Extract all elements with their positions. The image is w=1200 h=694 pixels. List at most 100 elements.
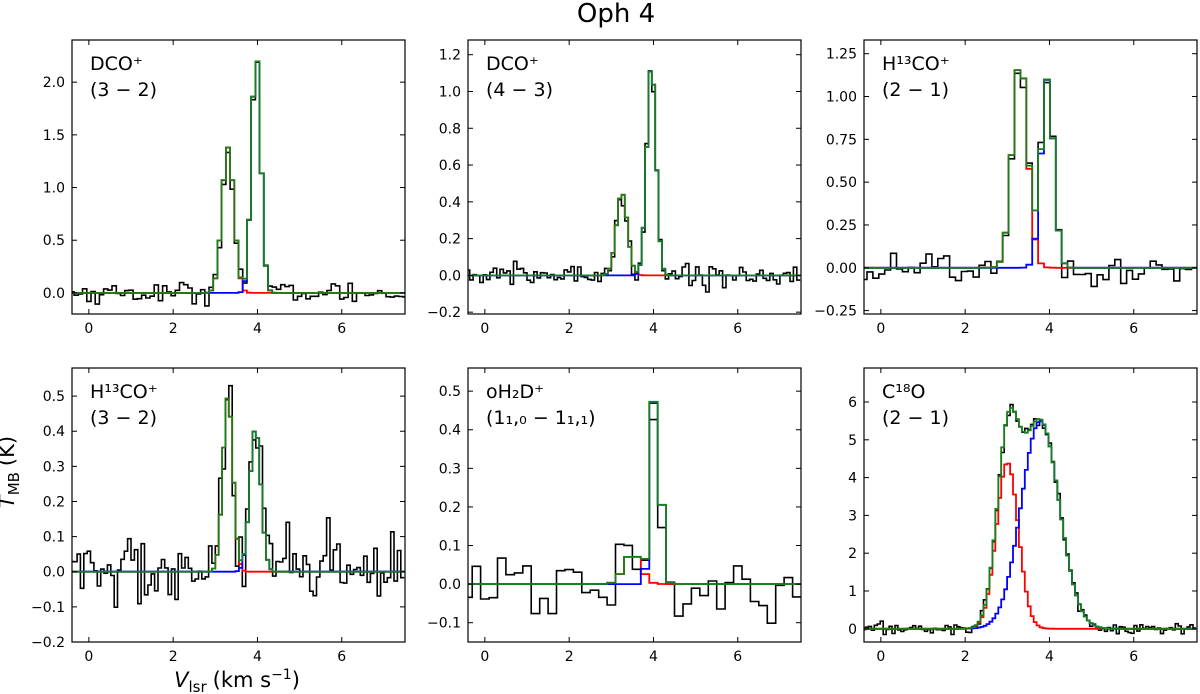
y-tick-label: 1.0 — [439, 84, 461, 100]
x-axis-title-main: V — [174, 668, 190, 692]
y-tick-label: 0.4 — [439, 195, 461, 211]
plot-area — [468, 400, 801, 624]
species-label: DCO⁺ — [486, 53, 539, 75]
transition-label: (3 − 2) — [90, 407, 157, 429]
y-tick-label: −0.1 — [427, 616, 461, 632]
y-tick-label: 1.00 — [826, 90, 857, 106]
species-label: DCO⁺ — [90, 53, 143, 75]
x-tick-label: 2 — [961, 649, 970, 665]
y-tick-label: 0.6 — [439, 158, 461, 174]
panel-dco-32: 0 2 4 6 0.0 0.5 1.0 1.5 2.0 DCO⁺ (3 − 2) — [43, 39, 406, 337]
x-tick-label: 2 — [961, 321, 970, 337]
x-tick-label: 2 — [565, 649, 574, 665]
y-tick-label: 5 — [848, 433, 857, 449]
y-tick-label: 2 — [848, 546, 857, 562]
y-tick-label: 0.0 — [43, 565, 65, 581]
observed-spectrum-line — [72, 384, 405, 608]
y-tick-label: 3 — [848, 508, 857, 524]
x-tick-label: 0 — [480, 321, 489, 337]
x-tick-label: 2 — [169, 321, 178, 337]
panel-frame — [467, 367, 802, 643]
total-fit-line — [864, 69, 1197, 269]
panel-frame — [71, 39, 406, 315]
plot-area — [864, 69, 1197, 288]
x-tick-label: 2 — [169, 649, 178, 665]
plot-area — [864, 403, 1196, 636]
total-fit-line — [72, 60, 405, 294]
x-axis-title-sub: lsr — [188, 678, 207, 694]
x-tick-label: 4 — [253, 649, 262, 665]
y-axis-title-main: T — [0, 493, 19, 508]
y-tick-label: 0.2 — [43, 494, 65, 510]
x-tick-label: 4 — [1045, 321, 1054, 337]
y-tick-label: −0.2 — [427, 305, 461, 321]
plot-area — [72, 60, 405, 307]
y-tick-label: 0.8 — [439, 121, 461, 137]
y-tick-label: 0.50 — [826, 175, 857, 191]
y-tick-label: 1 — [848, 584, 857, 600]
y-tick-label: 0.0 — [43, 286, 65, 302]
component-blue-line — [72, 430, 405, 573]
x-tick-label: 6 — [1129, 649, 1138, 665]
y-tick-label: 0.2 — [439, 500, 461, 516]
panel-oh2d-110: 0 2 4 6 −0.1 0.0 0.1 0.2 0.3 0.4 0.5 oH₂D⁺ (1₁,₀ − 1… — [427, 367, 802, 665]
y-tick-label: 0.1 — [43, 530, 65, 546]
transition-label: (4 − 3) — [486, 79, 553, 101]
y-tick-label: 0 — [848, 622, 857, 638]
x-tick-label: 6 — [337, 649, 346, 665]
y-tick-label: 1.0 — [43, 181, 65, 197]
observed-spectrum-line — [864, 403, 1196, 636]
x-axis-title-exponent: −1 — [271, 667, 292, 683]
x-axis-title-unit: (km s — [213, 668, 271, 692]
y-tick-label: 0.4 — [43, 424, 65, 440]
panel-frame — [467, 39, 802, 315]
y-tick-label: 1.25 — [826, 47, 857, 63]
panel-frame — [863, 39, 1198, 315]
total-fit-line — [864, 407, 1196, 630]
x-tick-label: 4 — [649, 321, 658, 337]
y-tick-label: 0.0 — [439, 268, 461, 284]
x-tick-label: 6 — [733, 649, 742, 665]
figure-title: Oph 4 — [577, 0, 655, 29]
y-tick-label: 4 — [848, 471, 857, 487]
total-fit-line — [468, 400, 801, 585]
species-label: oH₂D⁺ — [486, 381, 544, 403]
y-tick-label: −0.1 — [31, 600, 65, 616]
observed-spectrum-line — [468, 418, 801, 624]
observed-spectrum-line — [468, 70, 801, 293]
transition-label: (3 − 2) — [90, 79, 157, 101]
x-tick-label: 6 — [733, 321, 742, 337]
panel-c18o-21: 0 2 4 6 0 1 2 3 4 5 6 C¹⁸O (2 − 1) — [848, 367, 1198, 665]
y-tick-label: 0.4 — [439, 423, 461, 439]
x-axis-title: Vlsr (km s−1) — [174, 667, 300, 694]
species-label: C¹⁸O — [882, 381, 925, 403]
plot-area — [72, 384, 405, 608]
species-label: H¹³CO⁺ — [882, 53, 950, 75]
y-tick-label: 0.0 — [439, 577, 461, 593]
y-tick-label: 0.5 — [439, 384, 461, 400]
y-tick-label: 0.3 — [43, 459, 65, 475]
x-tick-label: 2 — [565, 321, 574, 337]
component-red-line — [864, 462, 1196, 630]
y-tick-label: 2.0 — [43, 75, 65, 91]
y-tick-label: 0.25 — [826, 218, 857, 234]
y-tick-label: −0.2 — [31, 635, 65, 651]
y-tick-label: 1.2 — [439, 48, 461, 64]
y-tick-label: −0.25 — [814, 304, 857, 320]
y-tick-label: 0.00 — [826, 261, 857, 277]
y-tick-label: 1.5 — [43, 128, 65, 144]
x-tick-label: 4 — [1045, 649, 1054, 665]
component-blue-line — [864, 420, 1196, 630]
panel-dco-43: 0 2 4 6 −0.2 0.0 0.2 0.4 0.6 0.8 1.0 1.2 DCO⁺ (4 − 3) — [427, 39, 802, 337]
y-tick-label: 0.75 — [826, 132, 857, 148]
panel-h13co-32: 0 2 4 6 −0.2 −0.1 0.0 0.1 0.2 0.3 0.4 0.5 H¹³CO⁺ (3 −… — [31, 367, 406, 665]
y-tick-label: 0.2 — [439, 232, 461, 248]
plot-area — [468, 70, 801, 293]
panel-h13co-21: 0 2 4 6 −0.25 0.00 0.25 0.50 0.75 1.00 1.25 H¹³CO⁺ (… — [814, 39, 1198, 337]
component-blue-line — [468, 70, 801, 277]
y-tick-label: 0.5 — [43, 389, 65, 405]
x-tick-label: 0 — [876, 649, 885, 665]
y-axis-title-sub: MB — [5, 472, 23, 495]
y-tick-label: 0.3 — [439, 461, 461, 477]
